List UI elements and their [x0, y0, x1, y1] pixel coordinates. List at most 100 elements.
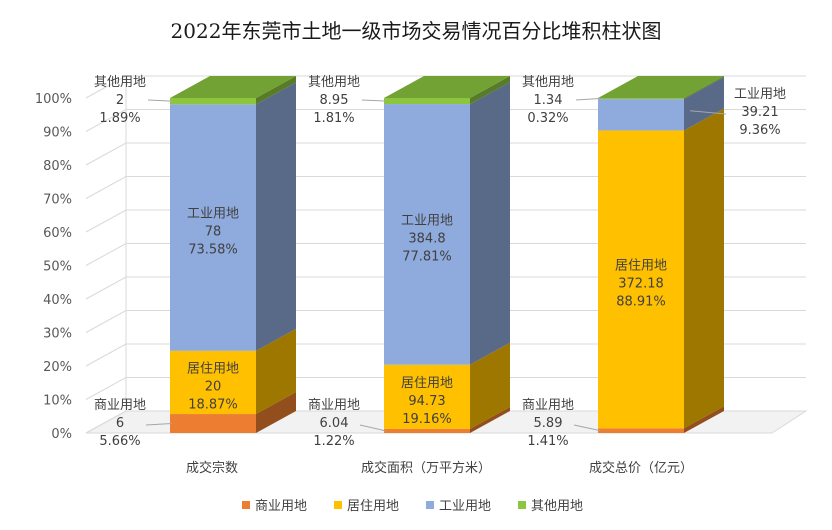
data-label: 39.21: [741, 105, 778, 120]
data-label: 商业用地: [522, 398, 574, 413]
data-label: 居住用地: [401, 376, 453, 391]
leader-line: [575, 98, 601, 101]
gridlines: [85, 75, 806, 434]
data-label: 372.18: [618, 276, 664, 291]
data-label: 商业用地: [94, 398, 146, 413]
data-label: 1.41%: [527, 434, 568, 449]
bar-side: [684, 108, 724, 429]
legend: 商业用地 居住用地 工业用地 其他用地: [242, 499, 583, 514]
data-label: 其他用地: [94, 75, 146, 90]
bar-segment: [170, 350, 256, 415]
data-label: 1.89%: [99, 111, 140, 126]
bar-side: [256, 76, 296, 105]
data-label: 78: [205, 225, 222, 240]
data-label: 20: [205, 379, 222, 394]
bar-segment: [598, 428, 684, 433]
bar-segment: [170, 414, 256, 433]
legend-swatch: [426, 501, 434, 509]
bar-side: [684, 76, 724, 100]
data-label: 商业用地: [308, 398, 360, 413]
bar-segment: [598, 130, 684, 429]
bar-segment: [384, 104, 470, 365]
y-axis: 0% 10% 20% 30% 40% 50% 60% 70% 80% 90% 100%: [35, 92, 72, 442]
data-labels: 商业用地 6 5.66% 居住用地 20 18.87% 工业用地 78 73.58% 其他用地 2 1…: [94, 75, 786, 449]
data-label: 1.22%: [313, 434, 354, 449]
bar-segment: [598, 99, 684, 131]
data-label: 工业用地: [734, 87, 786, 102]
data-label: 5.89: [534, 416, 563, 431]
data-label: 2: [116, 93, 124, 108]
y-tick-label: 40%: [43, 293, 72, 308]
bar-segment: [384, 364, 470, 429]
bar-segment: [598, 98, 684, 100]
data-label: 居住用地: [615, 258, 667, 273]
data-label: 居住用地: [187, 361, 239, 376]
y-tick-label: 80%: [43, 159, 72, 174]
leader-line: [147, 99, 173, 102]
chart-title: 2022年东莞市土地一级市场交易情况百分比堆积柱状图: [171, 19, 662, 43]
y-tick-label: 70%: [43, 193, 72, 208]
x-axis: 成交宗数 成交面积（万平方米） 成交总价（亿元）: [186, 460, 693, 476]
data-label: 19.16%: [402, 412, 452, 427]
bar-side: [470, 342, 510, 429]
x-tick-label: 成交总价（亿元）: [589, 460, 693, 476]
data-label: 8.95: [320, 93, 349, 108]
bar-top: [384, 76, 510, 98]
data-label: 6.04: [320, 416, 349, 431]
y-tick-label: 100%: [35, 92, 72, 107]
y-tick-label: 30%: [43, 327, 72, 342]
bar-stacks: [170, 76, 724, 433]
bar-side: [470, 82, 510, 365]
data-label: 9.36%: [739, 123, 780, 138]
data-label: 1.81%: [313, 111, 354, 126]
data-label: 其他用地: [522, 75, 574, 90]
y-tick-label: 50%: [43, 260, 72, 275]
data-label: 94.73: [408, 394, 445, 409]
leader-line: [573, 424, 601, 432]
data-label: 384.8: [408, 231, 445, 246]
leader-line: [145, 423, 173, 426]
y-tick-label: 10%: [43, 394, 72, 409]
data-label: 6: [116, 416, 124, 431]
data-label: 其他用地: [308, 75, 360, 90]
leader-line: [359, 424, 387, 432]
bar-side: [256, 328, 296, 415]
legend-label: 工业用地: [439, 499, 491, 514]
leader-line: [361, 99, 387, 102]
bar-segment: [170, 104, 256, 351]
leader-line: [689, 110, 727, 115]
data-label: 工业用地: [401, 213, 453, 228]
bar-side: [684, 77, 724, 131]
bar-side: [470, 76, 510, 105]
bar-segment: [384, 428, 470, 433]
data-label: 工业用地: [187, 207, 239, 222]
legend-label: 商业用地: [255, 499, 307, 514]
data-label: 1.34: [534, 93, 563, 108]
bar-top: [170, 76, 296, 98]
data-label: 0.32%: [527, 111, 568, 126]
bar-side: [256, 392, 296, 433]
bar-side: [470, 406, 510, 433]
y-tick-label: 20%: [43, 360, 72, 375]
y-tick-label: 90%: [43, 126, 72, 141]
legend-swatch: [518, 501, 526, 509]
bar-top: [598, 76, 724, 98]
bar-side: [684, 406, 724, 433]
data-label: 18.87%: [188, 397, 238, 412]
bar-segment: [170, 98, 256, 105]
data-label: 88.91%: [616, 294, 666, 309]
bar-segment: [384, 98, 470, 105]
legend-swatch: [334, 501, 342, 509]
legend-swatch: [242, 501, 250, 509]
bar-side: [256, 82, 296, 351]
y-tick-label: 60%: [43, 226, 72, 241]
data-label: 77.81%: [402, 249, 452, 264]
data-label: 5.66%: [99, 434, 140, 449]
legend-label: 居住用地: [347, 499, 399, 514]
legend-label: 其他用地: [531, 499, 583, 514]
x-tick-label: 成交宗数: [186, 460, 238, 476]
x-tick-label: 成交面积（万平方米）: [361, 460, 491, 476]
data-label: 73.58%: [188, 243, 238, 258]
y-tick-label: 0%: [51, 427, 72, 442]
